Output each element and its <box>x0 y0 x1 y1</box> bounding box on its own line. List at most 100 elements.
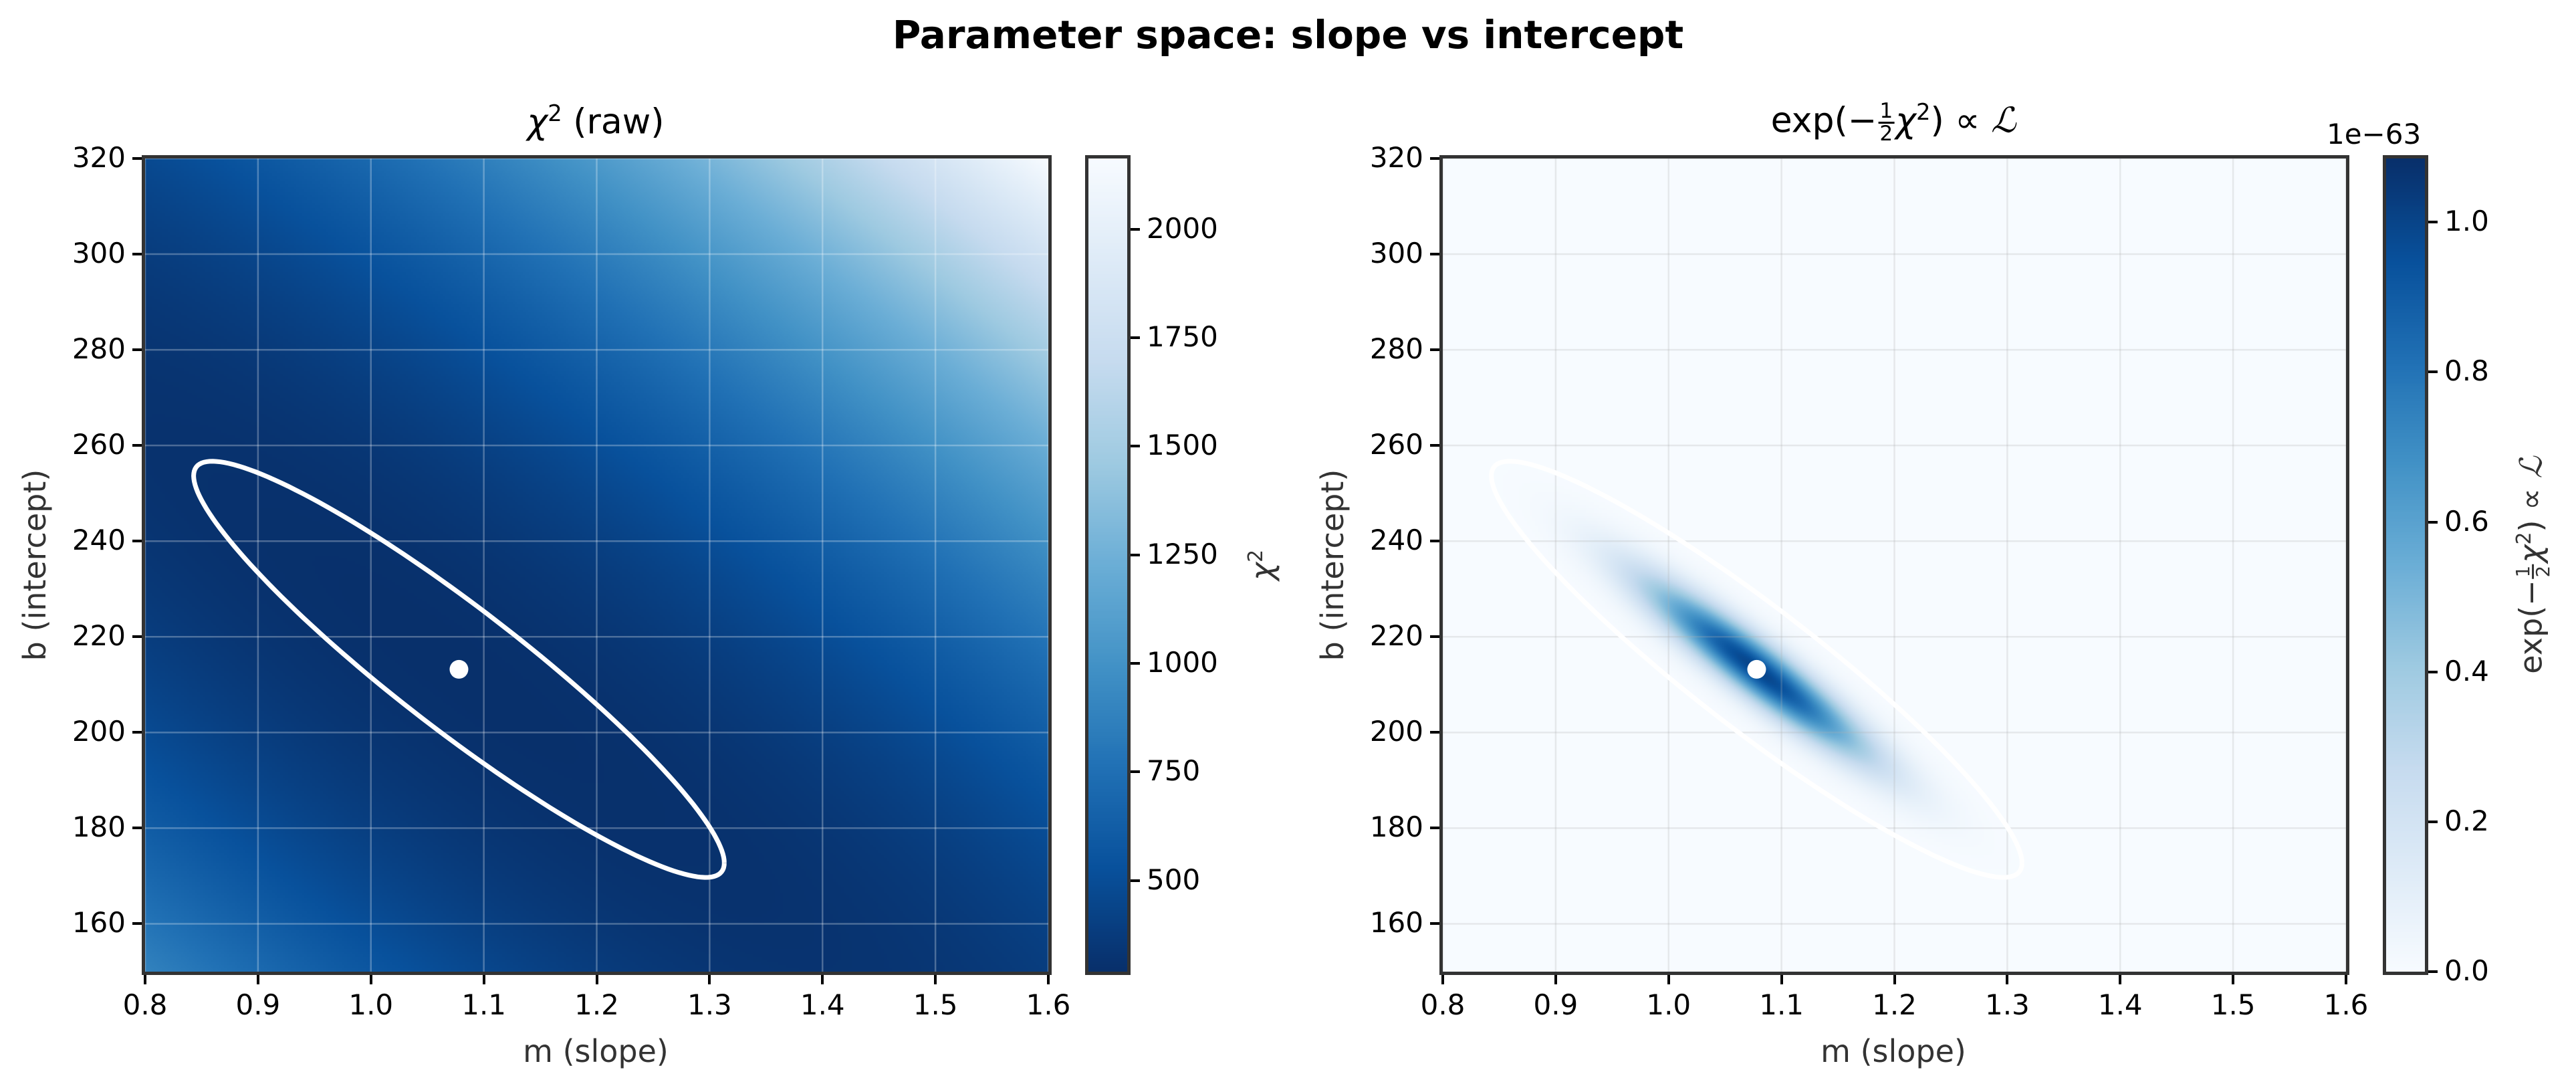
colorbar-tick-mark <box>2428 970 2438 973</box>
x-tick-label: 1.4 <box>800 988 845 1021</box>
x-tick-mark <box>934 975 937 984</box>
right-panel-title: exp(− 1 2 χ2) ∝ ℒ <box>1770 98 2016 146</box>
y-tick-mark <box>1430 157 1439 160</box>
colorbar-tick-mark <box>1131 879 1140 882</box>
y-tick-mark <box>1430 253 1439 256</box>
y-tick-mark <box>1430 540 1439 543</box>
likelihood-colorbar-label: exp(− 1 2 χ2) ∝ ℒ <box>2511 456 2555 674</box>
x-tick-label: 1.0 <box>1646 988 1691 1021</box>
x-tick-mark <box>1047 975 1050 984</box>
x-tick-mark <box>2006 975 2009 984</box>
x-tick-mark <box>482 975 485 984</box>
colorbar-tick-mark <box>1131 662 1140 665</box>
colorbar-tick-label: 0.6 <box>2444 504 2489 538</box>
x-tick-label: 0.9 <box>1533 988 1578 1021</box>
y-tick-mark <box>1430 444 1439 447</box>
y-tick-label: 220 <box>1369 619 1423 653</box>
colorbar-tick-mark <box>1131 770 1140 774</box>
likelihood-colorbar-gradient <box>2386 158 2425 972</box>
y-tick-mark <box>132 922 142 926</box>
chi2-colorbar-gradient <box>1088 158 1127 972</box>
x-tick-label: 1.6 <box>1026 988 1071 1021</box>
x-tick-label: 1.0 <box>348 988 394 1021</box>
y-tick-label: 160 <box>72 906 126 940</box>
colorbar-tick-label: 500 <box>1147 863 1201 896</box>
left-xlabel: m (slope) <box>523 1033 669 1069</box>
colorbar-tick-mark <box>2428 221 2438 224</box>
colorbar-tick-label: 0.8 <box>2444 354 2489 388</box>
y-tick-label: 300 <box>72 237 126 270</box>
x-tick-label: 1.5 <box>2210 988 2256 1021</box>
x-tick-mark <box>2232 975 2235 984</box>
y-tick-mark <box>1430 635 1439 639</box>
x-tick-mark <box>1893 975 1896 984</box>
y-tick-label: 280 <box>1369 332 1423 366</box>
y-tick-mark <box>132 444 142 447</box>
y-tick-label: 260 <box>72 428 126 461</box>
colorbar-tick-mark <box>2428 670 2438 673</box>
x-tick-label: 0.8 <box>1420 988 1466 1021</box>
x-tick-label: 1.3 <box>1984 988 2030 1021</box>
y-tick-mark <box>132 540 142 543</box>
x-tick-mark <box>595 975 598 984</box>
y-tick-mark <box>1430 731 1439 734</box>
y-tick-label: 320 <box>1369 141 1423 174</box>
x-tick-mark <box>2345 975 2347 984</box>
y-tick-label: 180 <box>72 810 126 844</box>
x-tick-mark <box>1441 975 1444 984</box>
y-tick-label: 320 <box>72 141 126 174</box>
y-tick-mark <box>1430 827 1439 830</box>
right-xlabel: m (slope) <box>1821 1033 1966 1069</box>
best-fit-point <box>1747 659 1766 679</box>
x-tick-mark <box>2119 975 2122 984</box>
likelihood-colorbar <box>2383 155 2428 975</box>
colorbar-tick-mark <box>1131 445 1140 448</box>
y-tick-mark <box>132 635 142 639</box>
colorbar-tick-label: 1750 <box>1147 320 1218 354</box>
y-tick-label: 180 <box>1369 810 1423 844</box>
left-overlay <box>145 158 1048 972</box>
left-ylabel: b (intercept) <box>17 469 53 661</box>
x-tick-mark <box>1554 975 1557 984</box>
x-tick-label: 1.3 <box>687 988 732 1021</box>
confidence-ellipse <box>191 459 727 880</box>
colorbar-tick-label: 0.4 <box>2444 654 2489 687</box>
colorbar-tick-label: 1500 <box>1147 429 1218 462</box>
y-tick-label: 160 <box>1369 906 1423 940</box>
colorbar-tick-label: 1.0 <box>2444 205 2489 238</box>
x-tick-label: 1.4 <box>2097 988 2143 1021</box>
x-tick-label: 1.2 <box>1872 988 1917 1021</box>
y-tick-label: 220 <box>72 619 126 653</box>
x-tick-mark <box>369 975 372 984</box>
y-tick-mark <box>132 827 142 830</box>
chi2-colorbar <box>1085 155 1131 975</box>
x-tick-label: 0.9 <box>235 988 281 1021</box>
x-tick-mark <box>708 975 711 984</box>
x-tick-mark <box>144 975 146 984</box>
y-tick-label: 200 <box>1369 715 1423 748</box>
right-heatmap-axes <box>1439 155 2349 975</box>
colorbar-tick-mark <box>1131 336 1140 340</box>
x-tick-mark <box>256 975 259 984</box>
colorbar-tick-label: 2000 <box>1147 211 1218 245</box>
colorbar-tick-label: 750 <box>1147 754 1201 788</box>
y-tick-mark <box>132 253 142 256</box>
colorbar-tick-label: 1000 <box>1147 646 1218 679</box>
left-heatmap-axes <box>142 155 1052 975</box>
y-tick-label: 260 <box>1369 428 1423 461</box>
x-tick-label: 1.1 <box>1759 988 1804 1021</box>
x-tick-label: 1.6 <box>2323 988 2369 1021</box>
y-tick-label: 300 <box>1369 237 1423 270</box>
y-tick-mark <box>132 348 142 352</box>
y-tick-label: 200 <box>72 715 126 748</box>
x-tick-mark <box>1780 975 1783 984</box>
colorbar-offset-text: 1e−63 <box>2327 118 2422 150</box>
y-tick-label: 280 <box>72 332 126 366</box>
y-tick-label: 240 <box>72 524 126 557</box>
confidence-ellipse <box>1489 459 2024 880</box>
colorbar-tick-mark <box>1131 553 1140 556</box>
best-fit-point <box>449 659 469 679</box>
colorbar-tick-mark <box>2428 820 2438 823</box>
